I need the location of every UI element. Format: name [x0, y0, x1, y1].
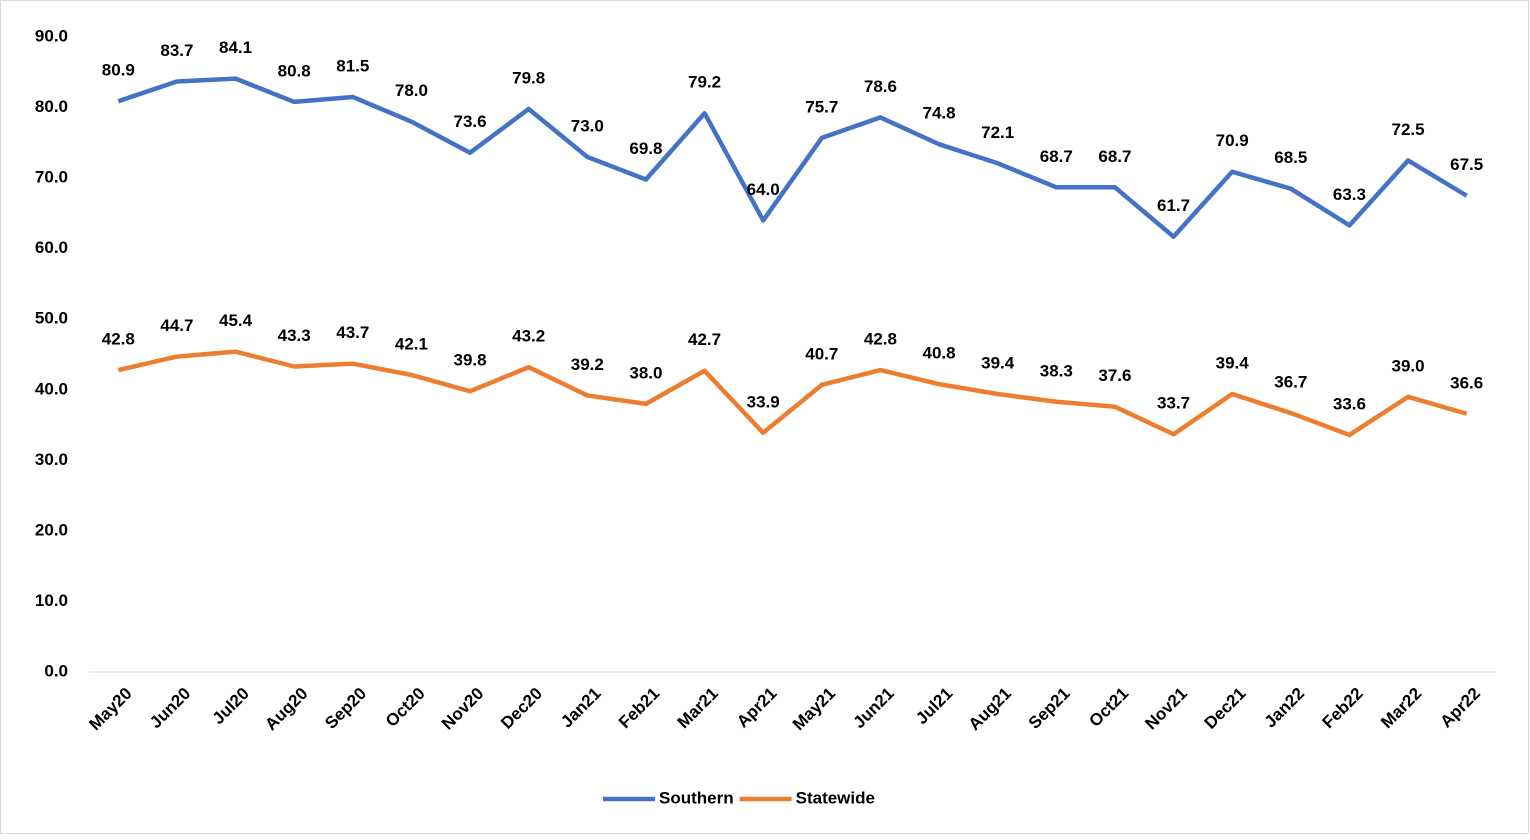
data-label: 43.2 — [512, 327, 545, 346]
data-label: 63.3 — [1333, 185, 1366, 204]
data-label: 75.7 — [805, 97, 838, 116]
y-tick-label: 90.0 — [35, 26, 68, 45]
data-label: 43.7 — [336, 323, 369, 342]
data-label: 72.5 — [1392, 120, 1425, 139]
data-label: 36.7 — [1274, 373, 1307, 392]
data-label: 68.5 — [1274, 148, 1307, 167]
data-label: 74.8 — [923, 104, 956, 123]
data-label: 42.8 — [102, 330, 135, 349]
data-label: 39.4 — [1216, 353, 1250, 372]
y-tick-label: 10.0 — [35, 591, 68, 610]
data-label: 39.0 — [1392, 356, 1425, 375]
data-label: 33.9 — [747, 392, 780, 411]
data-label: 69.8 — [629, 139, 662, 158]
data-label: 45.4 — [219, 311, 253, 330]
series-line — [117, 349, 1468, 438]
y-tick-label: 30.0 — [35, 450, 68, 469]
data-label: 40.8 — [923, 344, 956, 363]
data-label: 42.7 — [688, 330, 721, 349]
data-label: 38.0 — [629, 363, 662, 382]
data-label: 40.7 — [805, 344, 838, 363]
y-tick-label: 80.0 — [35, 97, 68, 116]
data-label: 68.7 — [1040, 147, 1073, 166]
data-label: 78.0 — [395, 81, 428, 100]
y-tick-label: 0.0 — [44, 661, 68, 680]
data-label: 80.8 — [278, 61, 311, 80]
data-label: 68.7 — [1098, 147, 1131, 166]
data-label: 78.6 — [864, 77, 897, 96]
data-label: 79.2 — [688, 73, 721, 92]
y-tick-label: 20.0 — [35, 520, 68, 539]
data-label: 79.8 — [512, 68, 545, 87]
y-tick-label: 70.0 — [35, 168, 68, 187]
data-label: 81.5 — [336, 56, 369, 75]
data-label: 33.7 — [1157, 394, 1190, 413]
data-label: 39.8 — [454, 351, 487, 370]
data-label: 70.9 — [1216, 131, 1249, 150]
y-tick-label: 60.0 — [35, 238, 68, 257]
data-label: 33.6 — [1333, 394, 1366, 413]
data-label: 84.1 — [219, 38, 252, 57]
data-label: 42.1 — [395, 334, 428, 353]
data-label: 80.9 — [102, 61, 135, 80]
y-tick-label: 50.0 — [35, 309, 68, 328]
data-label: 43.3 — [278, 326, 311, 345]
data-label: 83.7 — [160, 41, 193, 60]
data-label: 37.6 — [1098, 366, 1131, 385]
data-label: 64.0 — [747, 180, 780, 199]
data-label: 73.0 — [571, 116, 604, 135]
data-label: 39.4 — [981, 353, 1015, 372]
data-label: 36.6 — [1450, 373, 1483, 392]
data-label: 39.2 — [571, 355, 604, 374]
data-label: 44.7 — [160, 316, 193, 335]
legend-label: Statewide — [796, 788, 875, 807]
data-label: 42.8 — [864, 330, 897, 349]
legend-label: Southern — [659, 788, 734, 807]
data-label: 61.7 — [1157, 196, 1190, 215]
data-label: 73.6 — [454, 112, 487, 131]
series-line — [117, 76, 1468, 239]
data-label: 38.3 — [1040, 361, 1073, 380]
y-tick-label: 40.0 — [35, 379, 68, 398]
data-label: 72.1 — [981, 123, 1014, 142]
data-label: 67.5 — [1450, 155, 1483, 174]
